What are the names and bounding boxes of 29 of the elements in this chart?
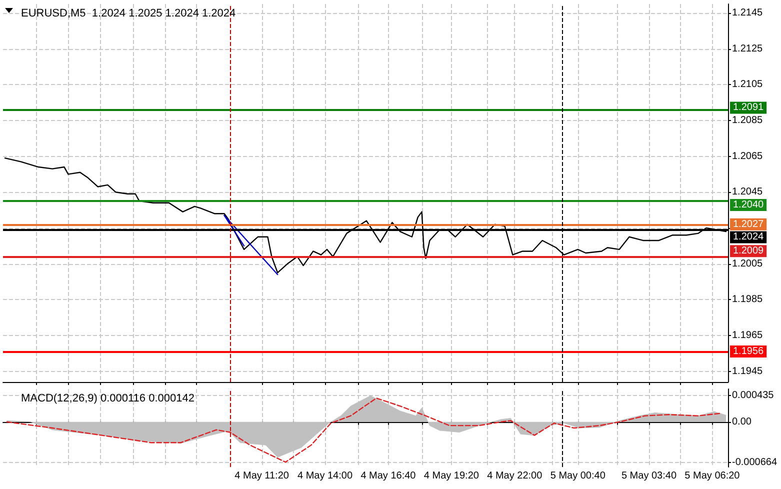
ref-line-label: 1.2040: [733, 200, 764, 211]
y-tick-label: 1.2085: [732, 114, 764, 126]
y-tick-label: 1.2045: [732, 186, 764, 198]
ref-line-label: 1.2009: [733, 246, 764, 257]
y-tick-label: 1.2105: [732, 79, 764, 90]
x-tick-label: 4 May 22:00: [487, 470, 543, 482]
y-tick-label: 1.1985: [732, 294, 764, 306]
ref-line-label: 1.2024: [733, 232, 764, 243]
y-tick-label: 1.2065: [732, 150, 764, 162]
x-tick-label: 4 May 16:40: [360, 470, 416, 482]
y-tick-label: 1.2145: [732, 7, 764, 18]
x-tick-label: 5 May 03:40: [621, 470, 677, 482]
y-tick-label: 1.2125: [732, 43, 764, 54]
chart-title: MACD(12,26,9) 0.000116 0.000142: [21, 392, 194, 404]
y-tick-label: 1.1965: [732, 330, 764, 341]
x-tick-label: 4 May 14:00: [297, 470, 353, 482]
x-tick-label: 4 May 11:20: [234, 470, 290, 482]
y-tick-label: -0.000664: [732, 456, 778, 468]
y-tick-label: 0.00: [732, 416, 752, 428]
ref-line-label: 1.2027: [733, 218, 764, 230]
x-tick-label: 4 May 19:20: [424, 470, 480, 482]
ref-line-label: 1.2091: [733, 102, 764, 114]
y-tick-label: 0.000435: [732, 390, 774, 401]
chart-title: EURUSD,M5 1.2024 1.2025 1.2024 1.2024: [21, 8, 236, 20]
y-tick-label: 1.2005: [732, 258, 764, 270]
y-tick-label: 1.1945: [732, 366, 764, 377]
x-tick-label: 5 May 00:40: [550, 470, 606, 482]
ref-line-label: 1.1956: [733, 346, 764, 358]
x-tick-label: 5 May 06:20: [684, 470, 740, 482]
